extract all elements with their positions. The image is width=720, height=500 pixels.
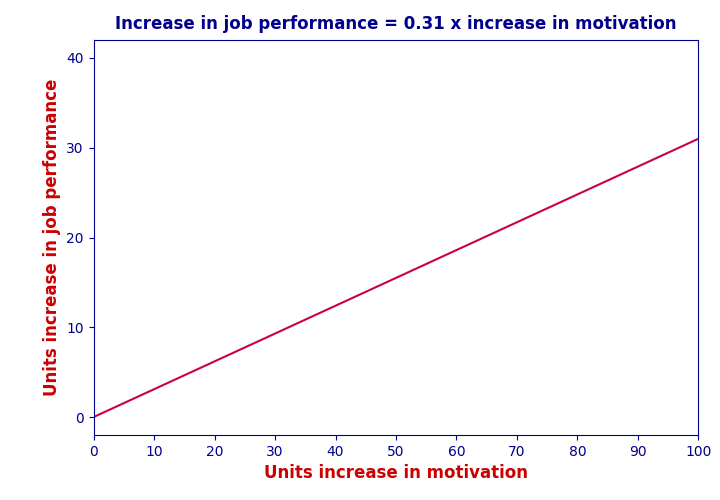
Title: Increase in job performance = 0.31 x increase in motivation: Increase in job performance = 0.31 x inc…: [115, 15, 677, 33]
Y-axis label: Units increase in job performance: Units increase in job performance: [42, 79, 60, 396]
X-axis label: Units increase in motivation: Units increase in motivation: [264, 464, 528, 482]
